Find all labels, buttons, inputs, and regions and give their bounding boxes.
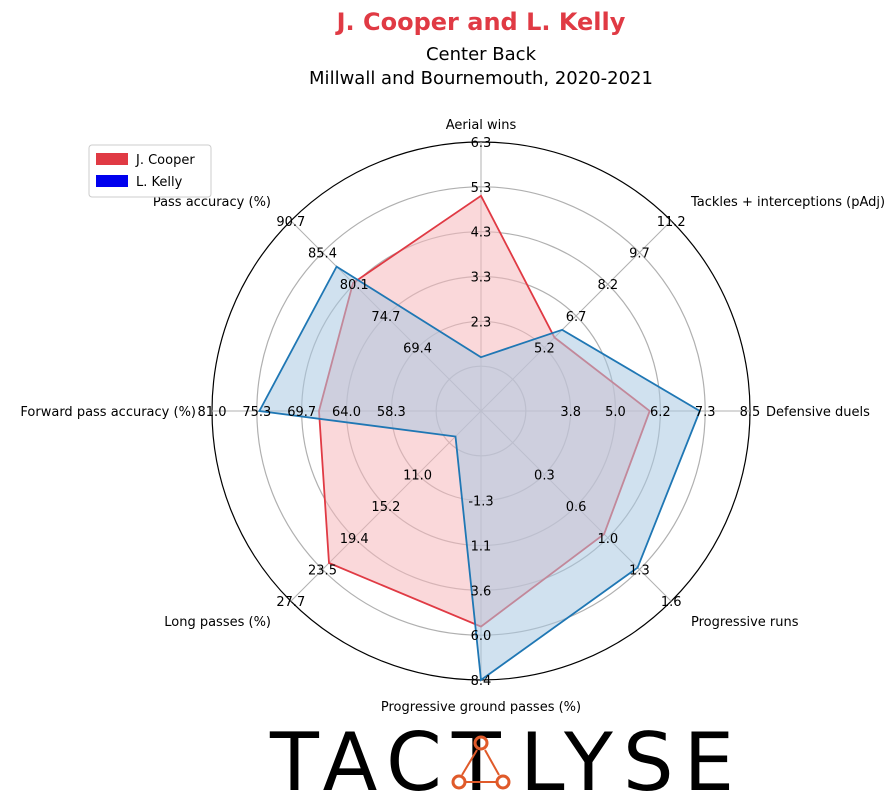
chart-subtitle-teams: Millwall and Bournemouth, 2020-2021 [309,68,653,89]
tick-label: 15.2 [371,500,400,515]
legend-label-cooper: J. Cooper [135,153,195,168]
chart-title: J. Cooper and L. Kelly [335,8,626,36]
tick-label: 4.3 [471,226,492,241]
tactalyse-logo: TACT LYSE [269,716,744,800]
tick-label: 3.3 [471,271,492,286]
tick-label: 69.4 [403,342,432,357]
tick-label: 0.6 [566,500,587,515]
tick-label: 74.7 [371,310,400,325]
tick-label: 11.2 [657,215,686,230]
axis-label: Long passes (%) [164,615,271,630]
radar-tick-labels: 2.3 3.3 4.3 5.3 6.3 5.2 6.7 8.2 9.7 11.2 3.8 5.0 6.2… [198,136,761,689]
tick-label: 81.0 [198,405,227,420]
tick-label: 58.3 [377,405,406,420]
axis-label: Forward pass accuracy (%) [20,405,196,420]
tick-label: 11.0 [403,468,432,483]
tick-label: 8.4 [471,674,492,689]
axis-label: Tackles + interceptions (pAdj) [690,195,885,210]
legend: J. Cooper L. Kelly [88,144,212,198]
tick-label: 23.5 [308,564,337,579]
tick-label: 80.1 [340,278,369,293]
tick-label: 75.3 [242,405,271,420]
tick-label: 1.6 [661,595,682,610]
axis-label: Progressive runs [691,615,799,630]
tick-label: 1.1 [471,540,492,555]
radar-series [257,194,701,682]
radar-axis-labels: Aerial wins Tackles + interceptions (pAdj… [20,118,885,715]
tick-label: 9.7 [629,247,650,262]
tick-label: 3.8 [560,405,581,420]
tick-label: 5.3 [471,181,492,196]
tick-label: 19.4 [340,532,369,547]
tick-label: 69.7 [287,405,316,420]
tick-label: 85.4 [308,247,337,262]
logo-text-right: LYSE [520,716,744,800]
legend-swatch-cooper [96,153,128,165]
tick-label: 8.2 [597,278,618,293]
tick-label: 5.2 [534,342,555,357]
axis-label: Progressive ground passes (%) [381,700,581,715]
series-line-l-kelly [257,265,701,682]
logo-triangle-icon [451,735,511,790]
tick-label: 90.7 [276,215,305,230]
tick-label: -1.3 [468,495,493,510]
tick-label: 6.7 [566,310,587,325]
tick-label: 27.7 [276,595,305,610]
series-area-l-kelly [259,266,700,680]
tick-label: 1.3 [629,564,650,579]
tick-label: 7.3 [695,405,716,420]
legend-swatch-kelly [96,175,128,187]
tick-label: 3.6 [471,584,492,599]
tick-label: 64.0 [332,405,361,420]
axis-label: Aerial wins [446,118,517,133]
axis-label: Pass accuracy (%) [153,195,271,210]
tick-label: 2.3 [471,315,492,330]
tick-label: 6.2 [650,405,671,420]
axis-label: Defensive duels [766,405,870,420]
legend-label-kelly: L. Kelly [136,175,183,190]
tick-label: 5.0 [605,405,626,420]
logo-text-left: TACT [269,716,511,800]
chart-subtitle-position: Center Back [426,44,537,65]
tick-label: 1.0 [597,532,618,547]
tick-label: 6.3 [471,136,492,151]
tick-label: 8.5 [740,405,761,420]
tick-label: 0.3 [534,468,555,483]
tick-label: 6.0 [471,629,492,644]
